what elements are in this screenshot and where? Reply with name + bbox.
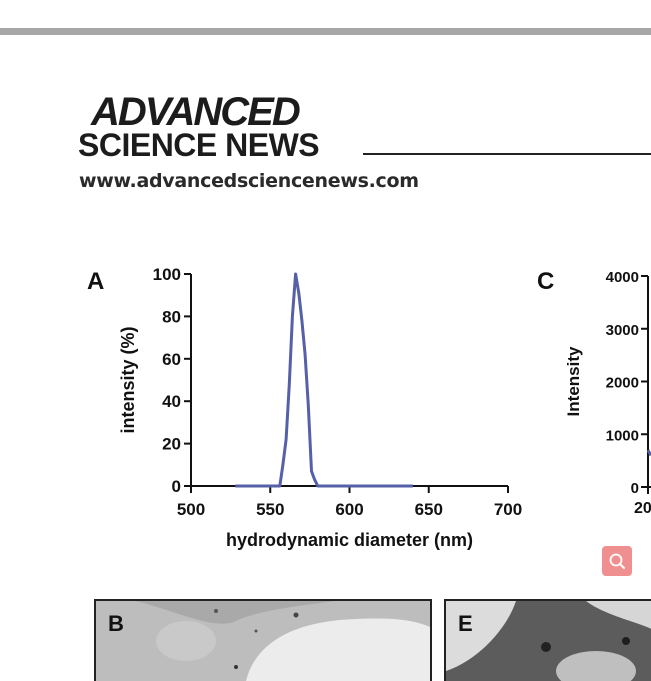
micrograph-b: B bbox=[94, 599, 432, 681]
x-tick-label: 600 bbox=[335, 500, 363, 519]
top-divider-bar bbox=[0, 28, 651, 35]
x-tick-label: 550 bbox=[256, 500, 284, 519]
panel-label-a: A bbox=[87, 268, 105, 295]
micrograph-b-texture bbox=[96, 601, 430, 681]
micrograph-e-texture bbox=[446, 601, 651, 681]
x-tick-label: 500 bbox=[177, 500, 205, 519]
brand-rule bbox=[363, 153, 651, 155]
panel-label-e: E bbox=[458, 611, 473, 636]
y-tick-label: 100 bbox=[153, 265, 181, 284]
zoom-search-button[interactable] bbox=[602, 546, 632, 576]
y-tick-label: 60 bbox=[162, 350, 181, 369]
y-tick-label: 40 bbox=[162, 392, 181, 411]
x-axis-label: hydrodynamic diameter (nm) bbox=[226, 530, 473, 550]
panel-label-c: C bbox=[537, 268, 555, 295]
brand-logo-line1: ADVANCED bbox=[91, 90, 301, 134]
brand-logo-line2: SCIENCE NEWS bbox=[78, 127, 320, 163]
search-icon bbox=[609, 553, 625, 569]
x-tick-label: 700 bbox=[494, 500, 522, 519]
y-tick-label: 80 bbox=[162, 307, 181, 326]
micrograph-e: E bbox=[444, 599, 651, 681]
y-axis-label: intensity (%) bbox=[118, 326, 138, 433]
panel-label-b: B bbox=[108, 611, 124, 636]
y-tick-label: 20 bbox=[162, 435, 181, 454]
y-tick-label: 0 bbox=[172, 477, 181, 496]
site-url[interactable]: www.advancedsciencenews.com bbox=[79, 170, 419, 192]
series-line bbox=[235, 272, 413, 488]
x-tick-label: 650 bbox=[415, 500, 443, 519]
